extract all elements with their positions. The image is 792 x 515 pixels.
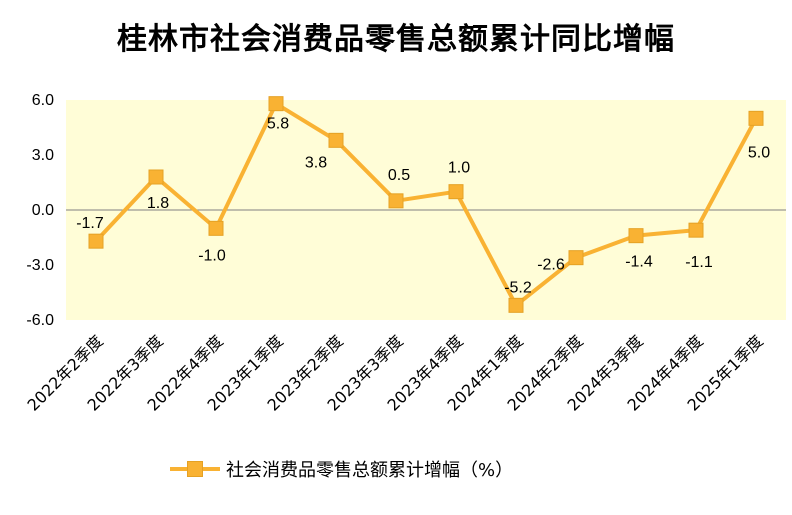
data-label: 3.8 <box>305 154 327 171</box>
data-label: -1.7 <box>76 215 104 232</box>
y-tick-label: 0.0 <box>32 202 54 219</box>
data-point-marker <box>148 169 164 185</box>
x-axis: 2022年2季度2022年3季度2022年4季度2023年1季度2023年2季度… <box>23 331 766 414</box>
y-tick-label: 6.0 <box>32 92 54 109</box>
y-axis: 6.0 3.0 0.0 -3.0 -6.0 <box>26 92 54 329</box>
chart-title: 桂林市社会消费品零售总额累计同比增幅 <box>117 22 675 57</box>
data-point-marker <box>448 184 464 200</box>
data-label: 5.0 <box>748 144 770 161</box>
data-point-marker <box>208 220 224 236</box>
data-label: -1.1 <box>685 254 713 271</box>
data-point-marker <box>328 132 344 148</box>
series-markers <box>88 96 764 313</box>
legend-label: 社会消费品零售总额累计增幅（%） <box>226 460 514 481</box>
data-point-marker <box>388 193 404 209</box>
legend: 社会消费品零售总额累计增幅（%） <box>170 457 513 481</box>
data-label: 1.8 <box>147 195 169 212</box>
data-label: -5.2 <box>504 279 532 296</box>
data-point-marker <box>748 110 764 126</box>
data-point-marker <box>688 222 704 238</box>
series-line <box>94 101 758 308</box>
data-labels: -1.7 1.8 -1.0 5.8 3.8 0.5 1.0 -5.2 -2.6 -1.4 -1.1 5… <box>76 116 770 297</box>
y-tick-label: 3.0 <box>32 147 54 164</box>
data-label: 0.5 <box>388 167 410 184</box>
data-point-marker <box>88 233 104 249</box>
legend-swatch <box>170 459 220 479</box>
data-point-marker <box>268 96 284 112</box>
data-label: -2.6 <box>537 257 565 274</box>
data-point-marker <box>568 250 584 266</box>
data-label: 5.8 <box>267 116 289 133</box>
data-point-marker <box>628 228 644 244</box>
data-label: -1.0 <box>198 247 226 264</box>
data-point-marker <box>508 297 524 313</box>
y-tick-label: -3.0 <box>26 257 54 274</box>
y-tick-label: -6.0 <box>26 312 54 329</box>
data-label: 1.0 <box>448 160 470 177</box>
data-label: -1.4 <box>625 254 653 271</box>
